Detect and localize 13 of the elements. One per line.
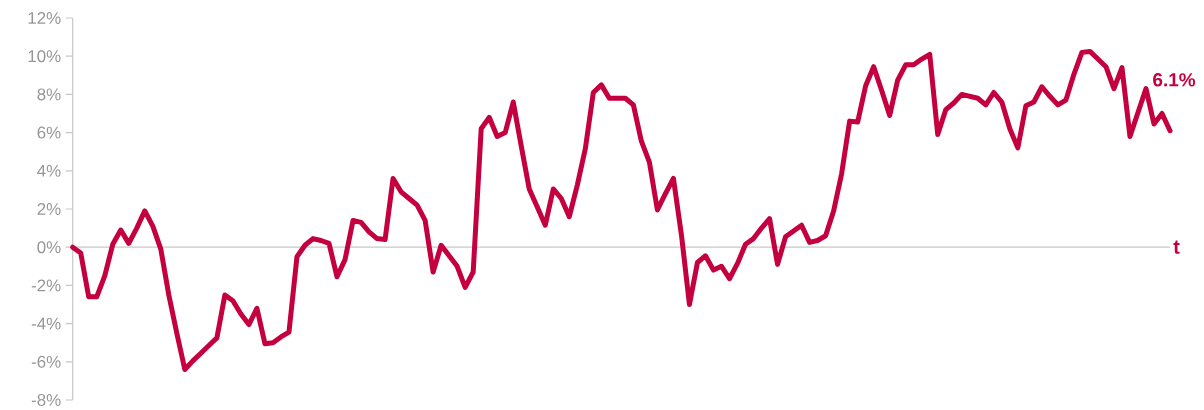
x-axis-title: t bbox=[1173, 240, 1180, 254]
y-tick-label: 10% bbox=[28, 50, 61, 63]
y-tick-label: 0% bbox=[37, 241, 61, 254]
y-tick-label: 2% bbox=[37, 203, 61, 215]
y-tick-label: -8% bbox=[31, 394, 61, 406]
y-tick-label: -2% bbox=[31, 279, 61, 292]
y-tick-label: 6% bbox=[37, 126, 61, 139]
annotation: 6.1% bbox=[1153, 73, 1196, 87]
y-tick-label: 12% bbox=[28, 12, 61, 24]
y-tick-label: 4% bbox=[37, 164, 61, 177]
y-tick-label: -6% bbox=[31, 355, 61, 368]
y-tick-label: -4% bbox=[31, 317, 61, 330]
y-tick-label: 8% bbox=[37, 88, 61, 101]
